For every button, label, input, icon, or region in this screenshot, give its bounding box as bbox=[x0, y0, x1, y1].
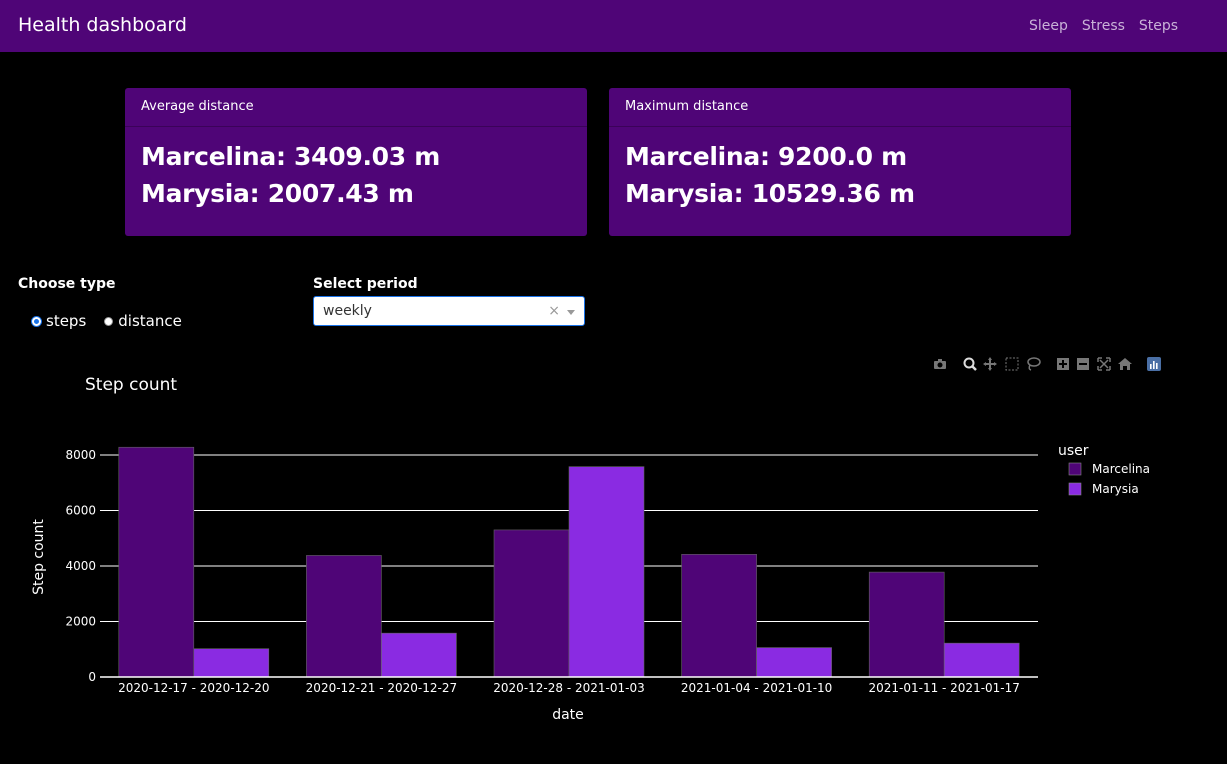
y-tick-label: 0 bbox=[88, 670, 96, 684]
nav-link-stress[interactable]: Stress bbox=[1081, 18, 1125, 34]
card-title: Maximum distance bbox=[609, 88, 1071, 127]
zoom-in-icon[interactable] bbox=[1055, 356, 1071, 372]
radio-label: steps bbox=[46, 312, 87, 330]
clear-icon[interactable]: × bbox=[548, 303, 560, 319]
nav-link-sleep[interactable]: Sleep bbox=[1029, 18, 1068, 34]
radio-steps[interactable]: steps bbox=[32, 312, 86, 330]
bar-marysia[interactable] bbox=[568, 466, 645, 678]
average-distance-card: Average distance Marcelina: 3409.03 m Ma… bbox=[125, 88, 587, 236]
chart-title: Step count bbox=[85, 375, 178, 395]
y-tick-label: 8000 bbox=[65, 448, 96, 462]
legend-title: user bbox=[1058, 443, 1089, 459]
bar-marysia[interactable] bbox=[193, 648, 270, 678]
x-axis-title: date bbox=[552, 707, 584, 723]
card-value-marcelina: Marcelina: 9200.0 m bbox=[625, 142, 907, 171]
card-value-marcelina: Marcelina: 3409.03 m bbox=[141, 142, 440, 171]
camera-icon[interactable] bbox=[932, 356, 948, 372]
y-axis-title: Step count bbox=[31, 519, 47, 595]
x-tick-label: 2020-12-17 - 2020-12-20 bbox=[118, 681, 269, 695]
radio-distance[interactable]: distance bbox=[104, 312, 182, 330]
y-tick-label: 2000 bbox=[65, 615, 96, 629]
bar-marcelina[interactable] bbox=[493, 529, 570, 678]
y-tick-label: 4000 bbox=[65, 559, 96, 573]
maximum-distance-card: Maximum distance Marcelina: 9200.0 m Mar… bbox=[609, 88, 1071, 236]
app-title[interactable]: Health dashboard bbox=[18, 14, 187, 36]
plotly-logo-icon[interactable] bbox=[1146, 356, 1162, 372]
bar-marcelina[interactable] bbox=[868, 571, 945, 678]
radio-checked-icon[interactable] bbox=[32, 316, 41, 326]
period-dropdown-value: weekly bbox=[323, 303, 372, 319]
choose-type-label: Choose type bbox=[18, 276, 116, 292]
card-title: Average distance bbox=[125, 88, 587, 127]
legend-item-marcelina[interactable]: Marcelina bbox=[1092, 462, 1150, 476]
bar-marysia[interactable] bbox=[756, 647, 832, 678]
navbar: Health dashboard Sleep Stress Steps bbox=[0, 0, 1227, 52]
x-tick-label: 2020-12-28 - 2021-01-03 bbox=[493, 681, 644, 695]
x-tick-label: 2021-01-11 - 2021-01-17 bbox=[868, 681, 1019, 695]
y-tick-label: 6000 bbox=[65, 504, 96, 518]
pan-icon[interactable] bbox=[982, 356, 998, 372]
bar-marcelina[interactable] bbox=[306, 555, 382, 678]
bar-marysia[interactable] bbox=[381, 632, 457, 678]
lasso-icon[interactable] bbox=[1025, 356, 1041, 372]
radio-label: distance bbox=[118, 312, 182, 330]
nav-links: Sleep Stress Steps bbox=[1029, 18, 1178, 34]
autoscale-icon[interactable] bbox=[1096, 356, 1112, 372]
legend-swatch-marysia[interactable] bbox=[1068, 482, 1082, 496]
x-tick-label: 2021-01-04 - 2021-01-10 bbox=[681, 681, 832, 695]
bar-marysia[interactable] bbox=[943, 642, 1020, 678]
legend-swatch-marcelina[interactable] bbox=[1068, 462, 1082, 476]
x-tick-label: 2020-12-21 - 2020-12-27 bbox=[306, 681, 457, 695]
type-radio-group: steps distance bbox=[32, 312, 182, 330]
card-value-marysia: Marysia: 10529.36 m bbox=[625, 179, 915, 208]
period-dropdown[interactable]: weekly × bbox=[313, 296, 585, 326]
reset-axes-icon[interactable] bbox=[1117, 356, 1133, 372]
card-value-marysia: Marysia: 2007.43 m bbox=[141, 179, 414, 208]
chevron-down-icon[interactable] bbox=[567, 310, 575, 315]
zoom-icon[interactable] bbox=[962, 356, 978, 372]
nav-link-steps[interactable]: Steps bbox=[1138, 18, 1179, 34]
radio-unchecked-icon[interactable] bbox=[104, 316, 114, 326]
legend-item-marysia[interactable]: Marysia bbox=[1092, 482, 1139, 496]
select-period-label: Select period bbox=[313, 276, 418, 292]
zoom-out-icon[interactable] bbox=[1075, 356, 1091, 372]
box-select-icon[interactable] bbox=[1004, 356, 1020, 372]
bar-marcelina[interactable] bbox=[681, 554, 757, 678]
bar-marcelina[interactable] bbox=[118, 446, 195, 678]
